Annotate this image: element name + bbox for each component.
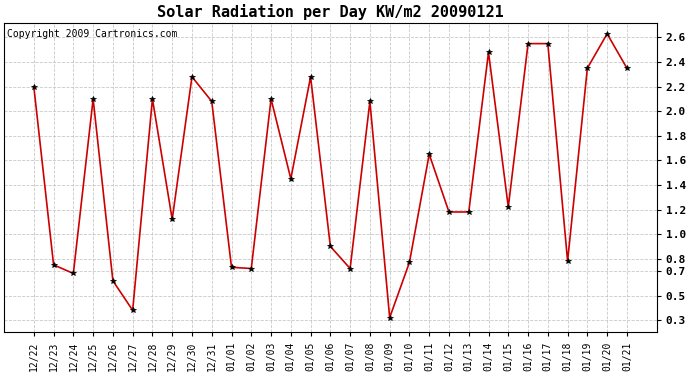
Title: Solar Radiation per Day KW/m2 20090121: Solar Radiation per Day KW/m2 20090121 xyxy=(157,4,504,20)
Text: Copyright 2009 Cartronics.com: Copyright 2009 Cartronics.com xyxy=(8,29,178,39)
